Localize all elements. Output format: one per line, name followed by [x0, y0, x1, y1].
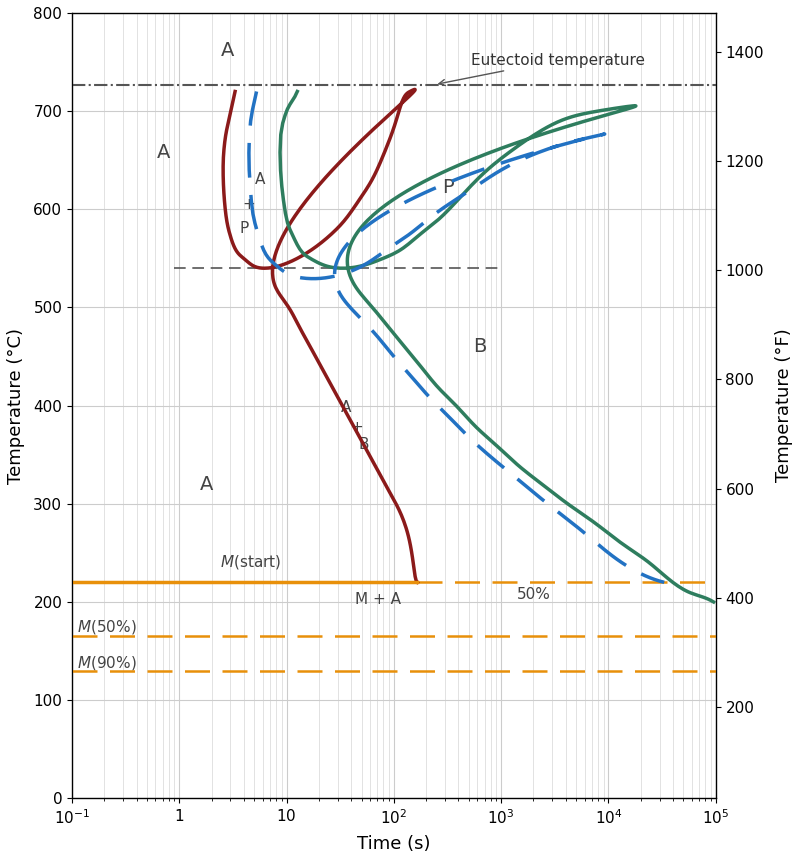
Text: P: P	[239, 221, 248, 237]
Text: 50%: 50%	[518, 587, 551, 602]
Text: A: A	[199, 475, 213, 494]
Text: A: A	[254, 172, 265, 187]
Text: +: +	[242, 197, 255, 212]
Text: B: B	[358, 438, 369, 452]
Text: M + A: M + A	[354, 592, 401, 606]
Text: +: +	[350, 420, 362, 434]
Text: $\it{M}$(90%): $\it{M}$(90%)	[78, 654, 137, 672]
Text: A: A	[340, 400, 350, 415]
Text: A: A	[221, 40, 234, 59]
Text: $\it{M}$(start): $\it{M}$(start)	[220, 552, 282, 570]
Text: P: P	[442, 178, 454, 197]
Text: $\it{M}$(50%): $\it{M}$(50%)	[78, 618, 137, 636]
Text: Eutectoid temperature: Eutectoid temperature	[439, 52, 645, 85]
X-axis label: Time (s): Time (s)	[357, 835, 430, 853]
Y-axis label: Temperature (°C): Temperature (°C)	[7, 328, 25, 483]
Text: A: A	[157, 143, 170, 162]
Y-axis label: Temperature (°F): Temperature (°F)	[775, 329, 793, 482]
Text: B: B	[473, 337, 486, 356]
